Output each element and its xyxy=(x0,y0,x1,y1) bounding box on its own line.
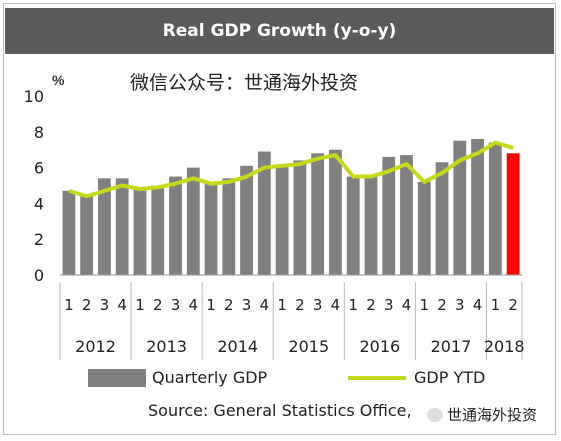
y-tick-label: 6 xyxy=(34,159,44,178)
x-tick-quarter-label: 3 xyxy=(313,296,323,314)
bar-quarterly-gdp xyxy=(400,155,413,275)
bar-quarterly-gdp xyxy=(453,140,467,275)
series-line-gdp-ytd xyxy=(68,140,514,199)
bar-quarterly-gdp xyxy=(311,153,325,275)
x-tick-quarter-label: 1 xyxy=(419,296,429,314)
x-tick-quarter-label: 1 xyxy=(206,296,216,314)
y-tick-label: 8 xyxy=(34,123,44,142)
x-tick-quarter-label: 1 xyxy=(277,296,287,314)
bar-quarterly-gdp xyxy=(222,178,236,275)
y-tick-label: 0 xyxy=(34,266,44,285)
legend-bar-label: Quarterly GDP xyxy=(152,368,268,387)
x-tick-year-label: 2012 xyxy=(75,337,116,356)
bar-quarterly-gdp xyxy=(488,142,502,275)
bar-quarterly-gdp xyxy=(133,189,147,275)
x-tick-quarter-label: 4 xyxy=(331,296,341,314)
x-tick-quarter-label: 2 xyxy=(153,296,163,314)
bar-quarterly-gdp xyxy=(275,165,289,275)
bar-quarterly-gdp xyxy=(364,174,378,275)
legend-bar-swatch xyxy=(88,368,146,387)
x-tick-quarter-label: 3 xyxy=(384,296,394,314)
x-tick-quarter-label: 2 xyxy=(366,296,376,314)
legend-quarterly-gdp: Quarterly GDP xyxy=(88,368,267,387)
x-tick-quarter-label: 2 xyxy=(82,296,92,314)
x-tick-year-label: 2016 xyxy=(359,337,400,356)
legend-line-swatch xyxy=(348,375,406,380)
legend-line-label: GDP YTD xyxy=(414,368,486,387)
x-tick-quarter-label: 2 xyxy=(437,296,447,314)
x-tick-quarter-label: 4 xyxy=(188,296,198,314)
bar-quarterly-gdp xyxy=(169,176,182,275)
x-tick-quarter-label: 4 xyxy=(117,296,127,314)
y-tick-label: 10 xyxy=(24,87,44,106)
bar-quarterly-gdp xyxy=(80,194,94,275)
bar-quarterly-gdp xyxy=(506,153,520,275)
x-tick-quarter-label: 3 xyxy=(171,296,181,314)
bar-quarterly-gdp xyxy=(329,149,342,275)
x-tick-year-label: 2014 xyxy=(217,337,258,356)
x-tick-quarter-label: 3 xyxy=(100,296,110,314)
x-tick-year-label: 2013 xyxy=(146,337,187,356)
bar-quarterly-gdp xyxy=(435,162,449,275)
bar-quarterly-gdp xyxy=(382,156,396,275)
bar-quarterly-gdp xyxy=(257,151,271,275)
bar-quarterly-gdp xyxy=(346,176,360,275)
x-tick-quarter-label: 1 xyxy=(491,296,501,314)
wechat-icon xyxy=(427,407,443,422)
bar-quarterly-gdp xyxy=(115,178,129,275)
y-axis-unit: % xyxy=(52,72,65,88)
bar-quarterly-gdp xyxy=(417,181,431,275)
source-note: Source: General Statistics Office, xyxy=(148,401,412,420)
chart-title: Real GDP Growth (y-o-y) xyxy=(5,8,554,54)
x-tick-quarter-label: 2 xyxy=(295,296,305,314)
bar-quarterly-gdp xyxy=(98,178,111,275)
badge-label: 世通海外投资 xyxy=(447,406,538,424)
watermark-text: 微信公众号：世通海外投资 xyxy=(130,72,359,94)
bar-quarterly-gdp xyxy=(151,185,165,275)
legend-gdp-ytd: GDP YTD xyxy=(348,368,485,387)
watermark-badge: 世通海外投资 xyxy=(425,404,540,425)
bar-quarterly-gdp xyxy=(62,190,76,275)
x-tick-year-label: 2018 xyxy=(484,337,525,356)
x-tick-quarter-label: 1 xyxy=(348,296,358,314)
x-tick-quarter-label: 2 xyxy=(508,296,518,314)
x-tick-quarter-label: 3 xyxy=(455,296,465,314)
bar-quarterly-gdp xyxy=(186,167,200,275)
y-tick-label: 4 xyxy=(34,194,44,213)
x-tick-quarter-label: 4 xyxy=(402,296,412,314)
x-tick-year-label: 2015 xyxy=(288,337,329,356)
bar-quarterly-gdp xyxy=(293,160,307,275)
bar-quarterly-gdp xyxy=(471,138,484,275)
x-tick-quarter-label: 3 xyxy=(242,296,252,314)
x-tick-quarter-label: 2 xyxy=(224,296,234,314)
bar-quarterly-gdp xyxy=(240,165,253,275)
x-tick-quarter-label: 4 xyxy=(260,296,270,314)
x-tick-quarter-label: 1 xyxy=(135,296,145,314)
bar-quarterly-gdp xyxy=(204,183,218,275)
y-tick-label: 2 xyxy=(34,230,44,249)
x-tick-quarter-label: 1 xyxy=(64,296,74,314)
x-tick-quarter-label: 4 xyxy=(473,296,483,314)
x-tick-year-label: 2017 xyxy=(431,337,472,356)
